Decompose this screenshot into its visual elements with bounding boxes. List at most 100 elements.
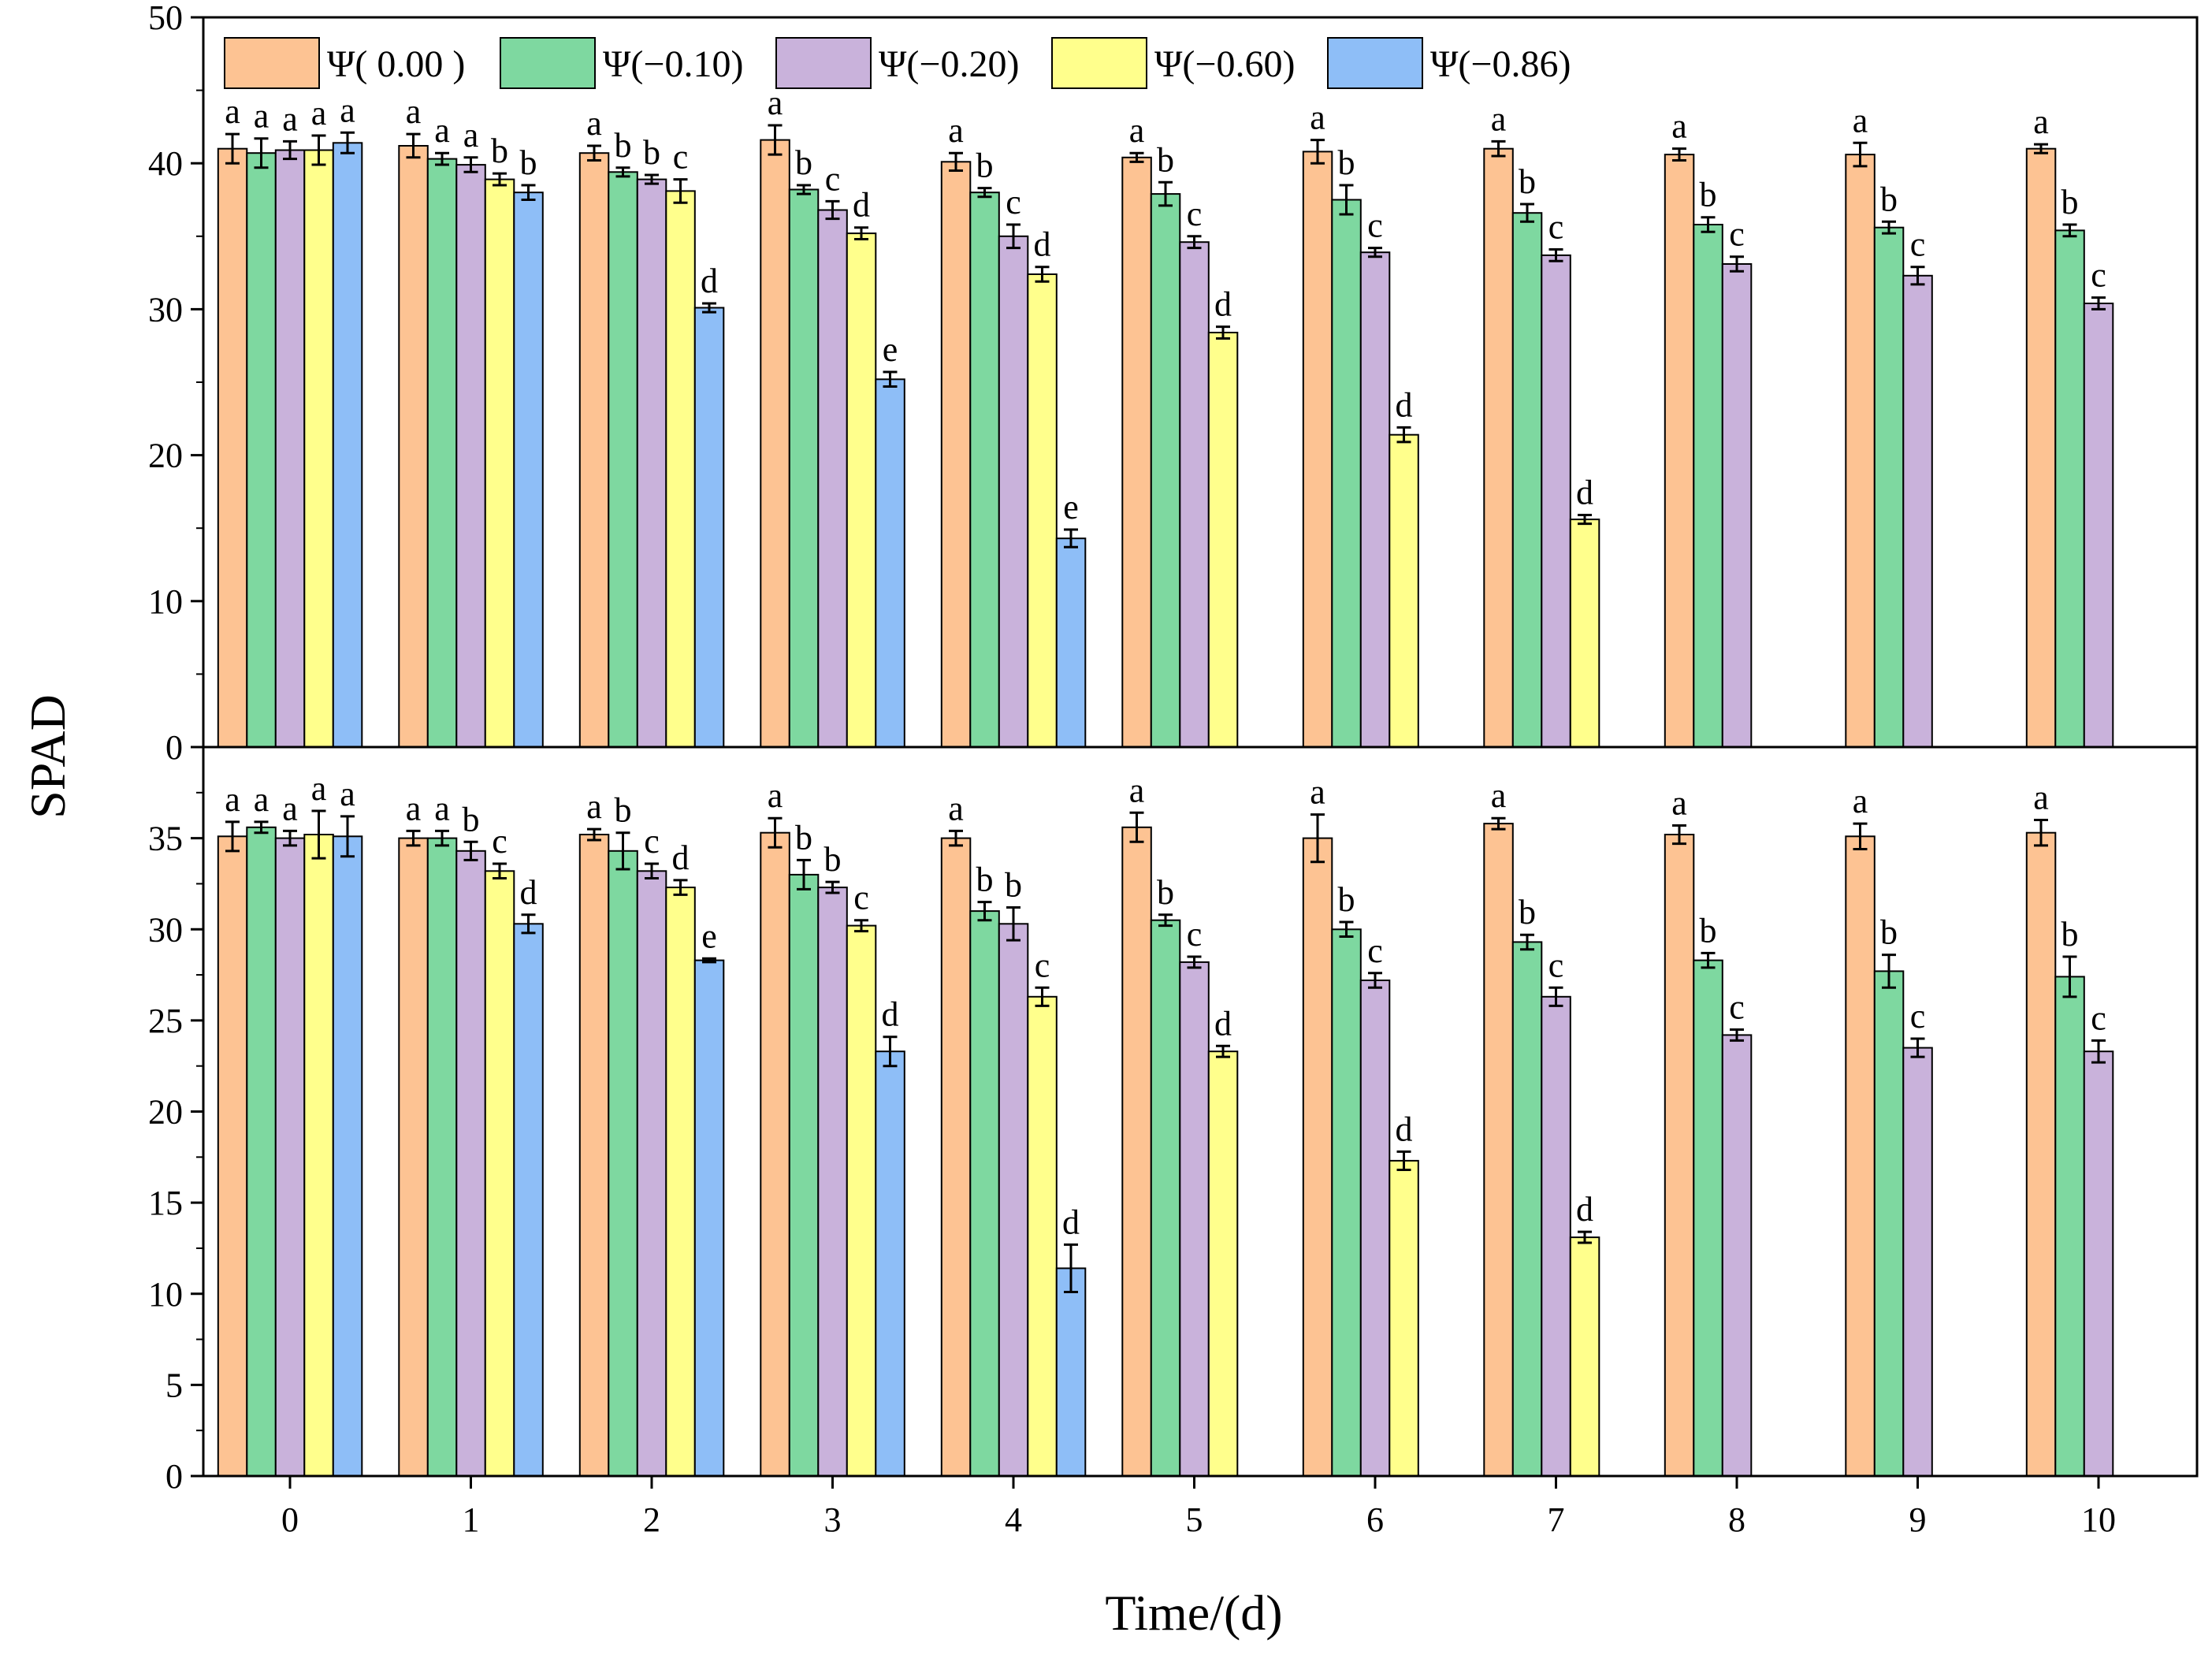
bar-top-Ψ(−0.60)-day2 (665, 190, 696, 748)
significance-letter: b (2061, 915, 2079, 954)
significance-letter: c (1187, 915, 1203, 954)
significance-letter: d (1214, 1004, 1232, 1043)
significance-letter: a (2033, 102, 2049, 141)
x-tick-label: 9 (1909, 1500, 1927, 1539)
significance-letter: c (492, 822, 507, 861)
significance-letter: d (1576, 474, 1593, 512)
significance-letter: a (1671, 107, 1687, 146)
bar-bottom-Ψ(−0.10)-day2 (608, 850, 638, 1478)
bar-bottom-Ψ( 0.00 )-day7 (1483, 823, 1514, 1477)
bar-bottom-Ψ(−0.10)-day7 (1511, 941, 1543, 1477)
bar-bottom-Ψ( 0.00 )-day0 (217, 835, 248, 1478)
significance-letter: c (644, 822, 660, 861)
significance-letter: b (1157, 873, 1174, 912)
significance-letter: c (1548, 208, 1564, 247)
panel-frame-bottom (202, 745, 2199, 1478)
bar-top-Ψ(−0.60)-day3 (846, 232, 877, 749)
x-tick-label: 5 (1186, 1500, 1203, 1539)
bar-top-Ψ(−0.20)-day2 (636, 178, 667, 749)
significance-letter: c (2091, 256, 2106, 295)
bar-top-Ψ(−0.60)-day4 (1027, 273, 1058, 748)
bar-top-Ψ(−0.10)-day4 (969, 191, 1000, 748)
y-tick-label: 35 (148, 820, 183, 858)
axes-layer: 0 10 20 30 40 50 0 5 10 15 20 25 30 35 0 1 2 3 4 5 6 7 8 9 10 (148, 0, 2199, 1539)
significance-letter: a (282, 789, 298, 827)
bar-bottom-Ψ(−0.60)-day4 (1027, 995, 1058, 1478)
significance-letter: e (1063, 488, 1079, 526)
bar-bottom-Ψ(−0.60)-day2 (665, 887, 696, 1477)
bar-bottom-Ψ(−0.20)-day8 (1721, 1034, 1753, 1477)
bar-top-Ψ( 0.00 )-day10 (2025, 147, 2057, 748)
x-axis-title: Time/(d) (1105, 1585, 1282, 1641)
significance-letter: a (406, 789, 422, 827)
significance-letter: b (795, 143, 812, 182)
significance-letter: c (1548, 946, 1564, 984)
significance-letter: b (976, 861, 994, 899)
bar-bottom-Ψ(−0.60)-day0 (303, 834, 334, 1477)
significance-letter: d (520, 873, 537, 912)
significance-letter: a (586, 104, 602, 143)
significance-letter: a (406, 92, 422, 131)
significance-letter: a (1853, 782, 1868, 820)
bar-top-Ψ(−0.10)-day9 (1873, 226, 1905, 748)
legend-label-2: Ψ(−0.20) (879, 43, 1019, 85)
significance-letter: c (853, 879, 869, 917)
significance-letter: b (1880, 180, 1898, 218)
significance-letter: d (853, 186, 870, 225)
bar-top-Ψ(−0.10)-day3 (788, 188, 820, 748)
bar-bottom-Ψ(−0.10)-day1 (426, 837, 458, 1477)
bar-bottom-Ψ(−0.60)-day7 (1569, 1236, 1600, 1477)
significance-letter: d (1576, 1190, 1593, 1229)
significance-letter: c (1729, 987, 1745, 1026)
bar-bottom-Ψ(−0.20)-day0 (274, 837, 306, 1477)
bar-bottom-Ψ(−0.20)-day1 (455, 850, 486, 1478)
legend-label-0: Ψ( 0.00 ) (327, 43, 465, 85)
bar-bottom-Ψ(−0.20)-day5 (1179, 961, 1210, 1477)
bar-top-Ψ( 0.00 )-day8 (1664, 154, 1695, 749)
bar-top-Ψ(−0.60)-day7 (1569, 519, 1600, 748)
significance-letter: a (254, 780, 270, 819)
y-tick-label: 5 (165, 1366, 183, 1404)
significance-letter: b (2061, 183, 2079, 221)
bar-bottom-Ψ(−0.60)-day5 (1207, 1050, 1239, 1477)
bar-top-Ψ(−0.20)-day0 (274, 149, 306, 748)
bar-bottom-Ψ( 0.00 )-day5 (1121, 826, 1152, 1478)
significance-letter: b (615, 791, 632, 830)
significance-letter: a (1310, 773, 1325, 812)
bar-bottom-Ψ(−0.86)-day3 (875, 1050, 905, 1477)
significance-letter: a (225, 92, 240, 131)
bar-bottom-Ψ(−0.10)-day10 (2054, 976, 2085, 1477)
bar-bottom-Ψ(−0.86)-day0 (332, 835, 363, 1478)
bar-bottom-Ψ(−0.20)-day3 (817, 887, 848, 1477)
x-tick-label: 0 (281, 1500, 299, 1539)
significance-letter: a (1671, 783, 1687, 822)
significance-letter: a (463, 116, 479, 154)
significance-letter: a (1129, 771, 1145, 809)
bar-top-Ψ( 0.00 )-day1 (398, 145, 429, 748)
significance-letter: a (1491, 99, 1507, 138)
bar-bottom-Ψ(−0.10)-day8 (1693, 959, 1723, 1477)
bar-top-Ψ(−0.20)-day1 (455, 164, 486, 749)
significance-letter: d (701, 262, 718, 300)
bar-bottom-Ψ( 0.00 )-day3 (760, 831, 790, 1477)
bar-bottom-Ψ(−0.20)-day6 (1359, 980, 1391, 1477)
bar-bottom-Ψ( 0.00 )-day10 (2025, 831, 2057, 1477)
y-tick-label: 15 (148, 1184, 183, 1222)
bar-top-Ψ(−0.10)-day6 (1331, 199, 1362, 748)
bar-bottom-Ψ(−0.20)-day2 (636, 870, 667, 1478)
x-tick-label: 4 (1005, 1500, 1022, 1539)
significance-letter: a (586, 787, 602, 826)
significance-letter: e (883, 330, 898, 369)
significance-letter: b (491, 132, 508, 170)
bar-top-Ψ(−0.60)-day1 (484, 178, 515, 749)
bar-top-Ψ(−0.60)-day0 (303, 149, 334, 748)
y-tick-label: 30 (148, 910, 183, 949)
bar-top-Ψ(−0.10)-day1 (426, 158, 458, 749)
legend-swatch-4 (1327, 37, 1423, 89)
significance-letter: b (795, 818, 812, 857)
significance-letter: b (1700, 911, 1717, 950)
bar-top-Ψ(−0.20)-day6 (1359, 251, 1391, 748)
significance-letter: a (948, 111, 964, 150)
legend-swatch-0 (224, 37, 320, 89)
significance-letter: b (976, 147, 994, 185)
